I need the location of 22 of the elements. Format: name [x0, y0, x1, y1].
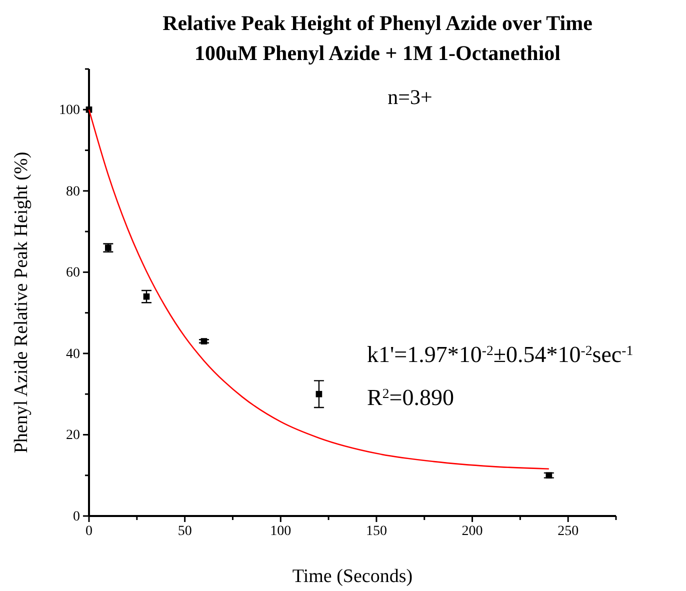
- point: [546, 472, 552, 479]
- point: [200, 338, 208, 344]
- y-tick-label: 40: [66, 346, 80, 362]
- annotation: k1'=1.97*10$^{-2}$±0.54*10$^{-2}$sec$^{-1}$: [367, 342, 634, 367]
- annotation: n=3+: [388, 85, 432, 109]
- y-tick-label: 60: [66, 266, 80, 281]
- x-tick-label: 150: [366, 524, 387, 539]
- y-axis-title: Phenyl Azide Relative Peak Height (%): [11, 152, 32, 454]
- x-axis-title: Time (Seconds): [292, 566, 413, 587]
- x-tick-label: 100: [270, 524, 292, 539]
- chart-subtitle: 100uM Phenyl Azide + 1M 1-Octanethiol: [194, 41, 561, 65]
- y-tick-label: 0: [73, 509, 80, 524]
- y-tick-label: 100: [59, 103, 80, 118]
- y-tick-label: 20: [66, 428, 80, 444]
- x-tick-label: 250: [558, 524, 579, 539]
- x-tick-label: 200: [462, 524, 483, 539]
- annotation: R$^{2}$=0.890: [367, 385, 454, 410]
- chart-title: Relative Peak Height of Phenyl Azide over Time: [162, 11, 592, 35]
- point: [316, 390, 322, 398]
- y-tick-label: 80: [66, 184, 80, 200]
- x-tick-label: 0: [86, 524, 92, 539]
- x-tick-label: 50: [178, 524, 192, 539]
